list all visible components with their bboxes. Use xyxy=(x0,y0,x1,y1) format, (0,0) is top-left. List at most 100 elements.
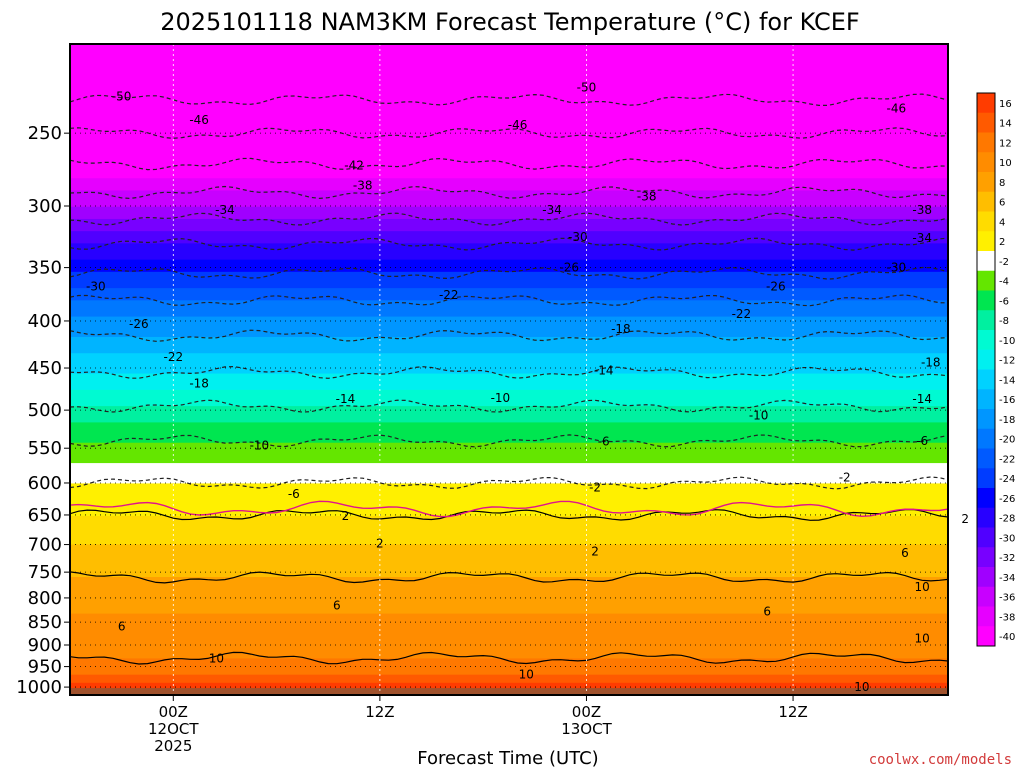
temperature-band xyxy=(70,235,948,240)
contour-label: 2 xyxy=(961,512,969,526)
y-tick-label: 250 xyxy=(28,123,62,144)
temperature-band xyxy=(70,247,948,253)
contour-label: 10 xyxy=(915,632,930,646)
chart-title: 2025101118 NAM3KM Forecast Temperature (… xyxy=(160,8,859,36)
temperature-band xyxy=(70,682,948,688)
x-tick-label: 2025 xyxy=(154,737,192,755)
colorbar-cell xyxy=(977,527,995,548)
temperature-band xyxy=(70,633,948,639)
colorbar-cell xyxy=(977,93,995,114)
temperature-band xyxy=(70,357,948,362)
credit-text: coolwx.com/models xyxy=(869,752,1012,768)
temperature-band xyxy=(70,174,948,179)
colorbar-label: 14 xyxy=(999,119,1012,130)
y-tick-label: 850 xyxy=(28,612,62,633)
contour-line xyxy=(70,571,948,584)
temperature-band xyxy=(70,581,948,586)
contour-label: -10 xyxy=(491,391,511,405)
temperature-band xyxy=(70,524,948,529)
temperature-band xyxy=(70,288,948,293)
contour-label: -50 xyxy=(112,89,132,103)
contour-label: -10 xyxy=(250,438,270,452)
colorbar-label: 16 xyxy=(999,99,1012,110)
y-tick-label: 500 xyxy=(28,400,62,421)
contour-label: -42 xyxy=(344,158,364,172)
temperature-band xyxy=(70,442,948,448)
temperature-band xyxy=(70,438,948,444)
temperature-band xyxy=(70,520,948,525)
temperature-band xyxy=(70,365,948,371)
temperature-band xyxy=(70,218,948,224)
colorbar-label: -8 xyxy=(999,316,1009,327)
colorbar-label: 2 xyxy=(999,237,1005,248)
contour-line xyxy=(70,294,948,307)
temperature-band xyxy=(70,300,948,305)
colorbar-label: 6 xyxy=(999,198,1005,209)
temperature-band xyxy=(70,304,948,310)
colorbar-label: -10 xyxy=(999,336,1015,347)
colorbar: 16 14 12 10 8 6 4 2 -2 -4 -6 -8 -10 -12 -14 -16 -18 -20 -2… xyxy=(976,92,1015,647)
x-tick-label: 00Z xyxy=(572,703,601,721)
contour-label: -14 xyxy=(912,392,932,406)
contour-label: -14 xyxy=(594,364,614,378)
contour-label: -34 xyxy=(542,203,562,217)
temperature-band xyxy=(70,621,948,627)
contour-label: -10 xyxy=(749,409,769,423)
colorbar-cell xyxy=(977,211,995,232)
temperature-band xyxy=(70,406,948,411)
temperature-band xyxy=(70,141,948,147)
temperature-band xyxy=(70,166,948,171)
temperature-band xyxy=(70,324,948,330)
temperature-band xyxy=(70,377,948,383)
temperature-band xyxy=(70,552,948,558)
temperature-band xyxy=(70,320,948,326)
colorbar-cell xyxy=(977,172,995,193)
temperature-band xyxy=(70,170,948,175)
contour-label: -38 xyxy=(353,179,373,193)
temperature-band xyxy=(70,446,948,452)
contour-label: -38 xyxy=(637,190,657,204)
temperature-band xyxy=(70,64,948,70)
temperature-band xyxy=(70,410,948,415)
colorbar-cell xyxy=(977,231,995,252)
grid xyxy=(70,44,1001,695)
contour-label: -46 xyxy=(189,113,209,127)
contour-label: -22 xyxy=(439,288,459,302)
temperature-band xyxy=(70,72,948,78)
contour-label: 2 xyxy=(342,509,350,523)
temperature-band xyxy=(70,381,948,387)
colorbar-cell xyxy=(977,567,995,588)
contour-label: 10 xyxy=(519,668,534,682)
colorbar-cell xyxy=(977,290,995,311)
colorbar-cell xyxy=(977,152,995,173)
colorbar-cell xyxy=(977,330,995,351)
temperature-band xyxy=(70,259,948,265)
temperature-band xyxy=(70,88,948,94)
y-tick-label: 900 xyxy=(28,635,62,656)
temperature-band xyxy=(70,426,948,432)
temperature-band xyxy=(70,231,948,236)
temperature-band xyxy=(70,308,948,314)
colorbar-label: -32 xyxy=(999,553,1015,564)
colorbar-label: -30 xyxy=(999,533,1015,544)
temperature-band xyxy=(70,475,948,480)
contour-label: 10 xyxy=(209,652,224,666)
contour-label: -18 xyxy=(189,377,209,391)
temperature-band xyxy=(70,44,948,49)
colorbar-label: 12 xyxy=(999,138,1012,149)
temperature-band xyxy=(70,133,948,139)
temperature-band xyxy=(70,422,948,428)
temperature-band xyxy=(70,92,948,98)
temperature-band xyxy=(70,593,948,598)
temperature-band xyxy=(70,528,948,533)
colorbar-label: -14 xyxy=(999,375,1015,386)
y-tick-label: 800 xyxy=(28,588,62,609)
temperature-band xyxy=(70,84,948,90)
contour-label: -50 xyxy=(577,80,597,94)
plot-border xyxy=(69,43,949,696)
temperature-band xyxy=(70,129,948,135)
temperature-field xyxy=(70,44,948,695)
temperature-band xyxy=(70,349,948,354)
colorbar-label: -6 xyxy=(999,296,1009,307)
